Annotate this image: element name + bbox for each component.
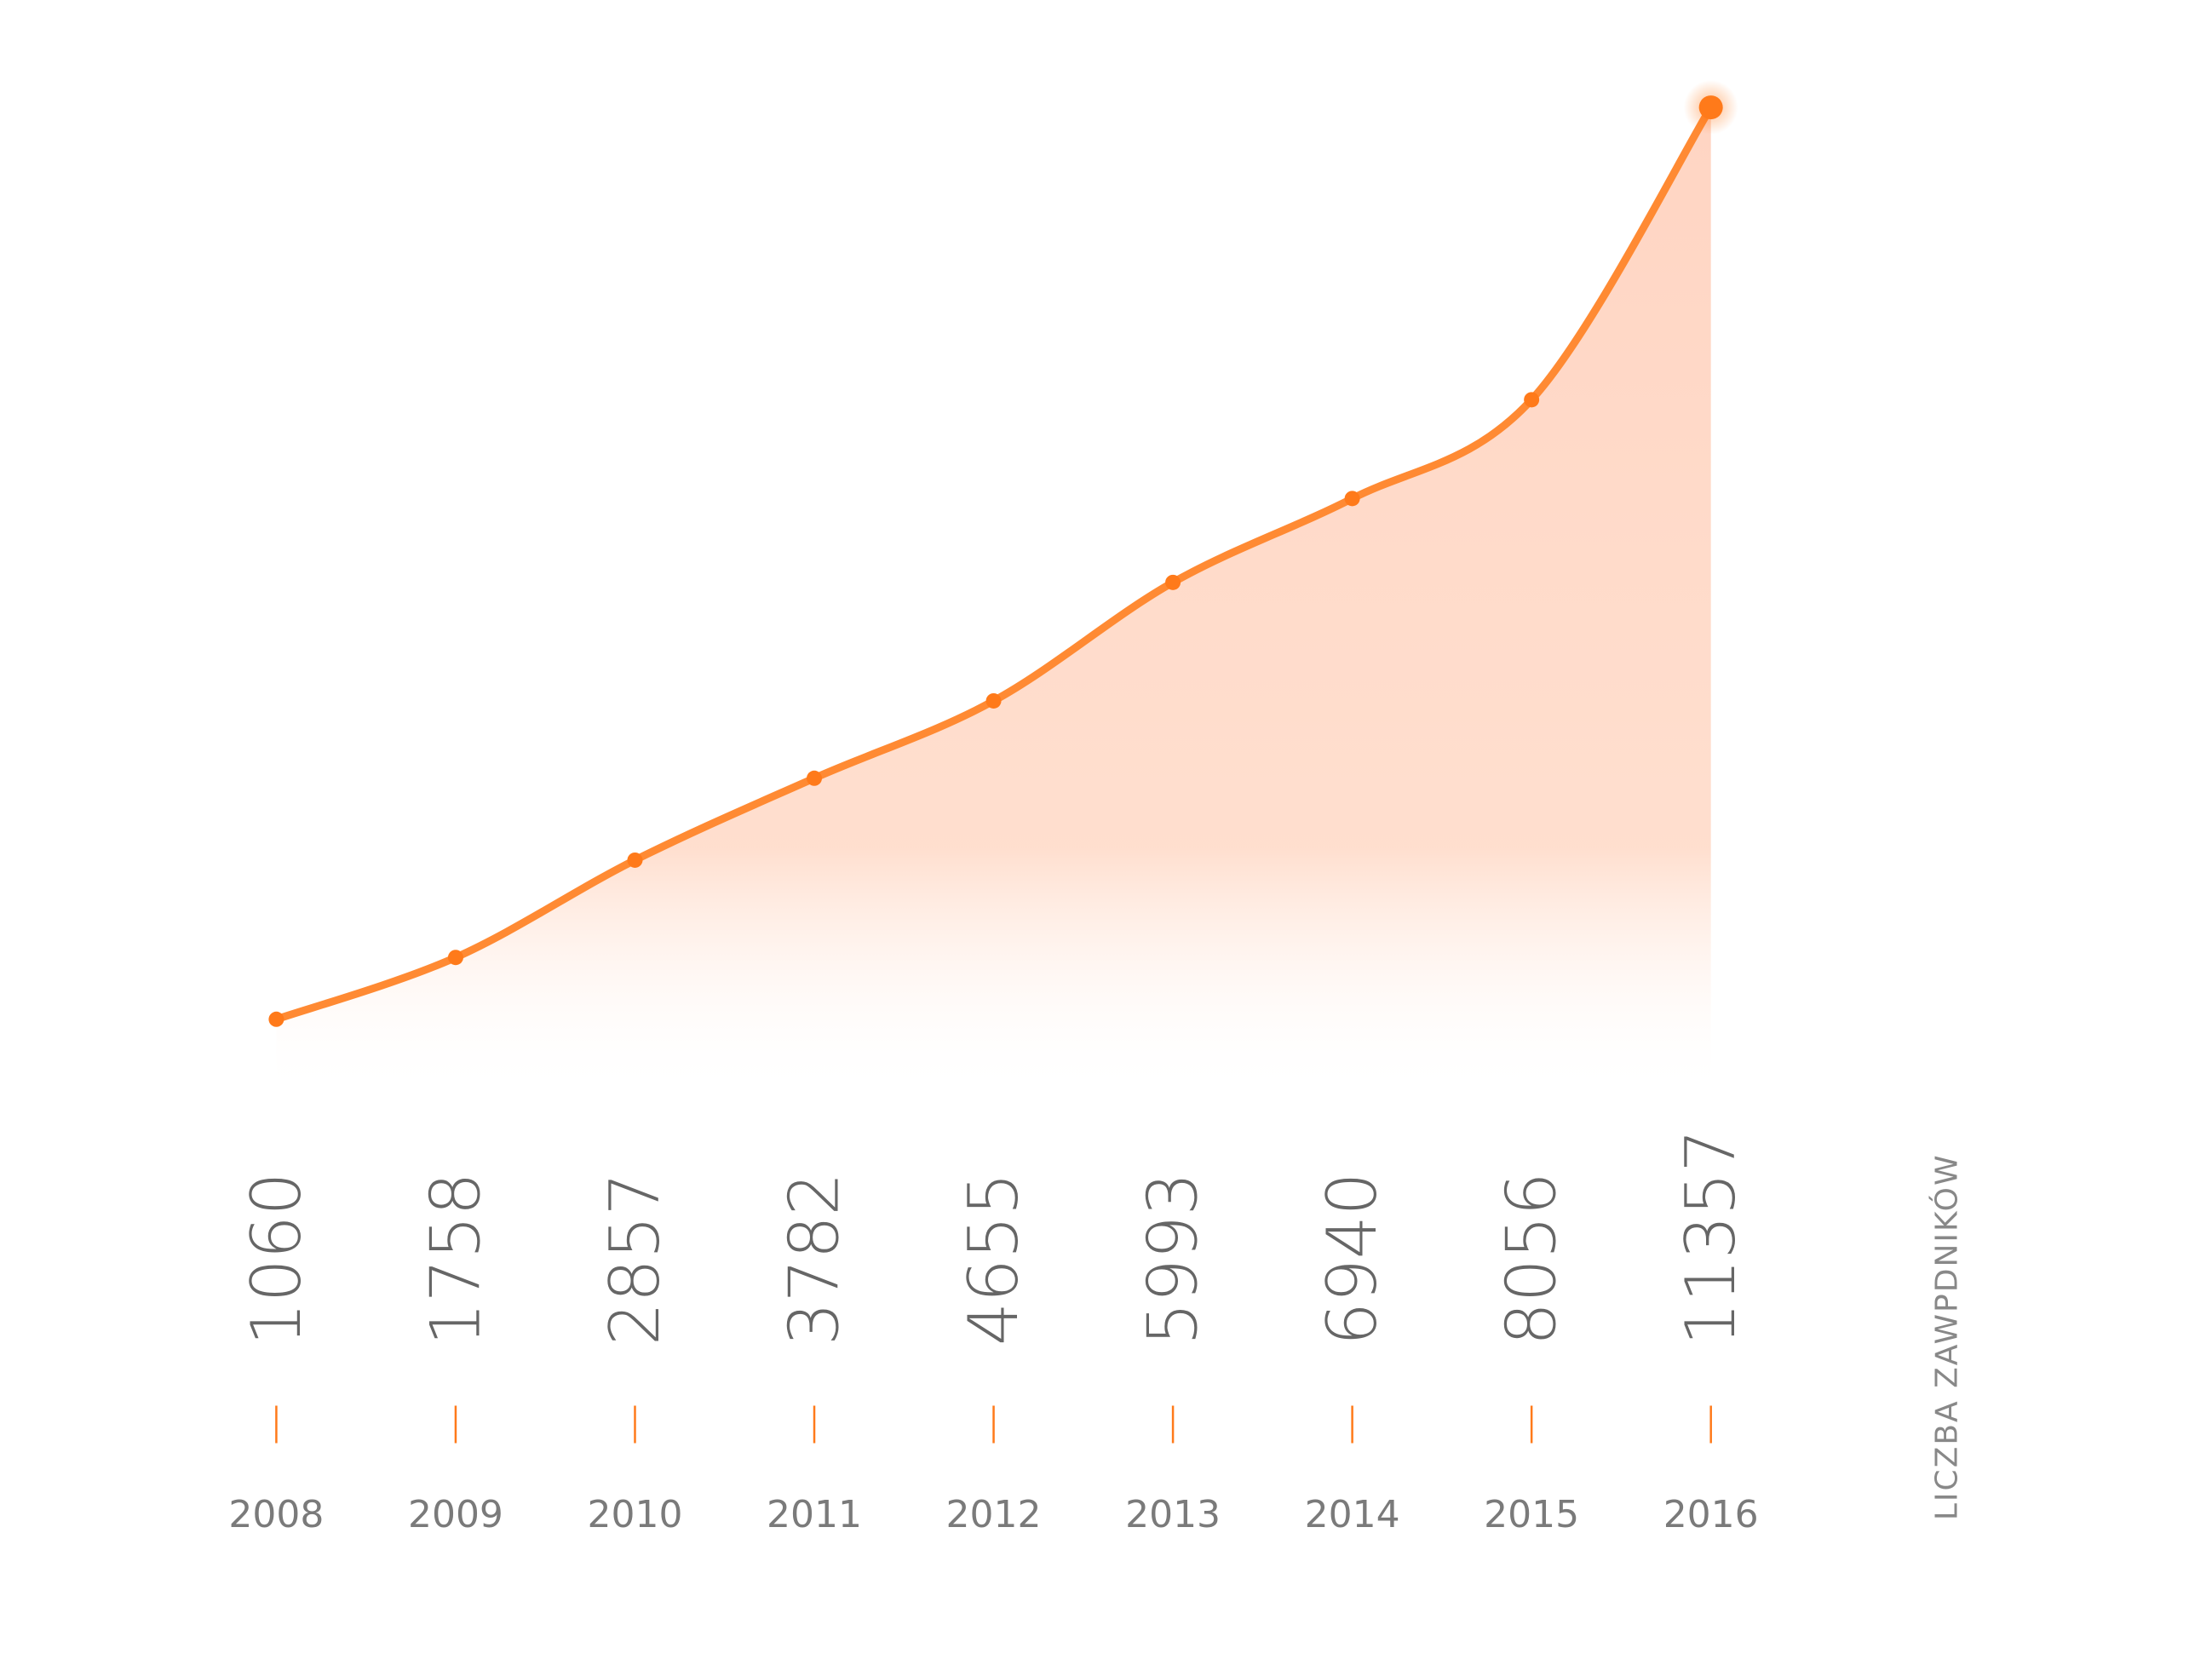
year-label-2014: 2014 [1305, 1493, 1400, 1536]
data-point-2010 [627, 852, 643, 868]
series-axis-title: LICZBA ZAWPDNIKÓW [1929, 1153, 1965, 1520]
value-label-2012: 4655 [954, 1172, 1033, 1346]
value-label-2015: 8056 [1492, 1172, 1571, 1346]
data-point-2014 [1344, 491, 1360, 507]
data-point-2008 [268, 1011, 284, 1027]
value-label-2008: 1060 [237, 1172, 316, 1346]
data-points-layer [268, 80, 1738, 1027]
data-point-2015 [1524, 392, 1540, 408]
year-label-2008: 2008 [228, 1493, 324, 1536]
year-label-2013: 2013 [1125, 1493, 1221, 1536]
data-point-2013 [1165, 574, 1181, 590]
value-label-2009: 1758 [416, 1172, 495, 1346]
series-line [272, 103, 1715, 1024]
data-point-2012 [985, 692, 1002, 709]
value-label-2010: 2857 [595, 1172, 675, 1346]
data-point-2009 [447, 950, 463, 966]
value-label-2016: 11357 [1671, 1129, 1750, 1346]
data-point-2011 [807, 770, 823, 786]
drop-lines-layer [275, 107, 1712, 1095]
year-labels-layer: 2008 2009 2010 2011 2012 2013 2014 2015 2016 [228, 1493, 1758, 1536]
value-labels-layer: 1060 1758 2857 3782 4655 5993 6940 8056 11357 [237, 1129, 1750, 1346]
value-label-2013: 5993 [1134, 1172, 1213, 1346]
value-label-2011: 3782 [775, 1172, 854, 1346]
year-label-2011: 2011 [767, 1493, 862, 1536]
data-point-2016 [1698, 95, 1723, 120]
year-label-2009: 2009 [408, 1493, 503, 1536]
x-axis [143, 1405, 1862, 1444]
year-label-2012: 2012 [946, 1493, 1042, 1536]
year-label-2016: 2016 [1663, 1493, 1759, 1536]
value-label-2014: 6940 [1313, 1172, 1392, 1346]
year-label-2015: 2015 [1484, 1493, 1579, 1536]
series-line-layer [272, 103, 1715, 1024]
year-label-2010: 2010 [587, 1493, 682, 1536]
